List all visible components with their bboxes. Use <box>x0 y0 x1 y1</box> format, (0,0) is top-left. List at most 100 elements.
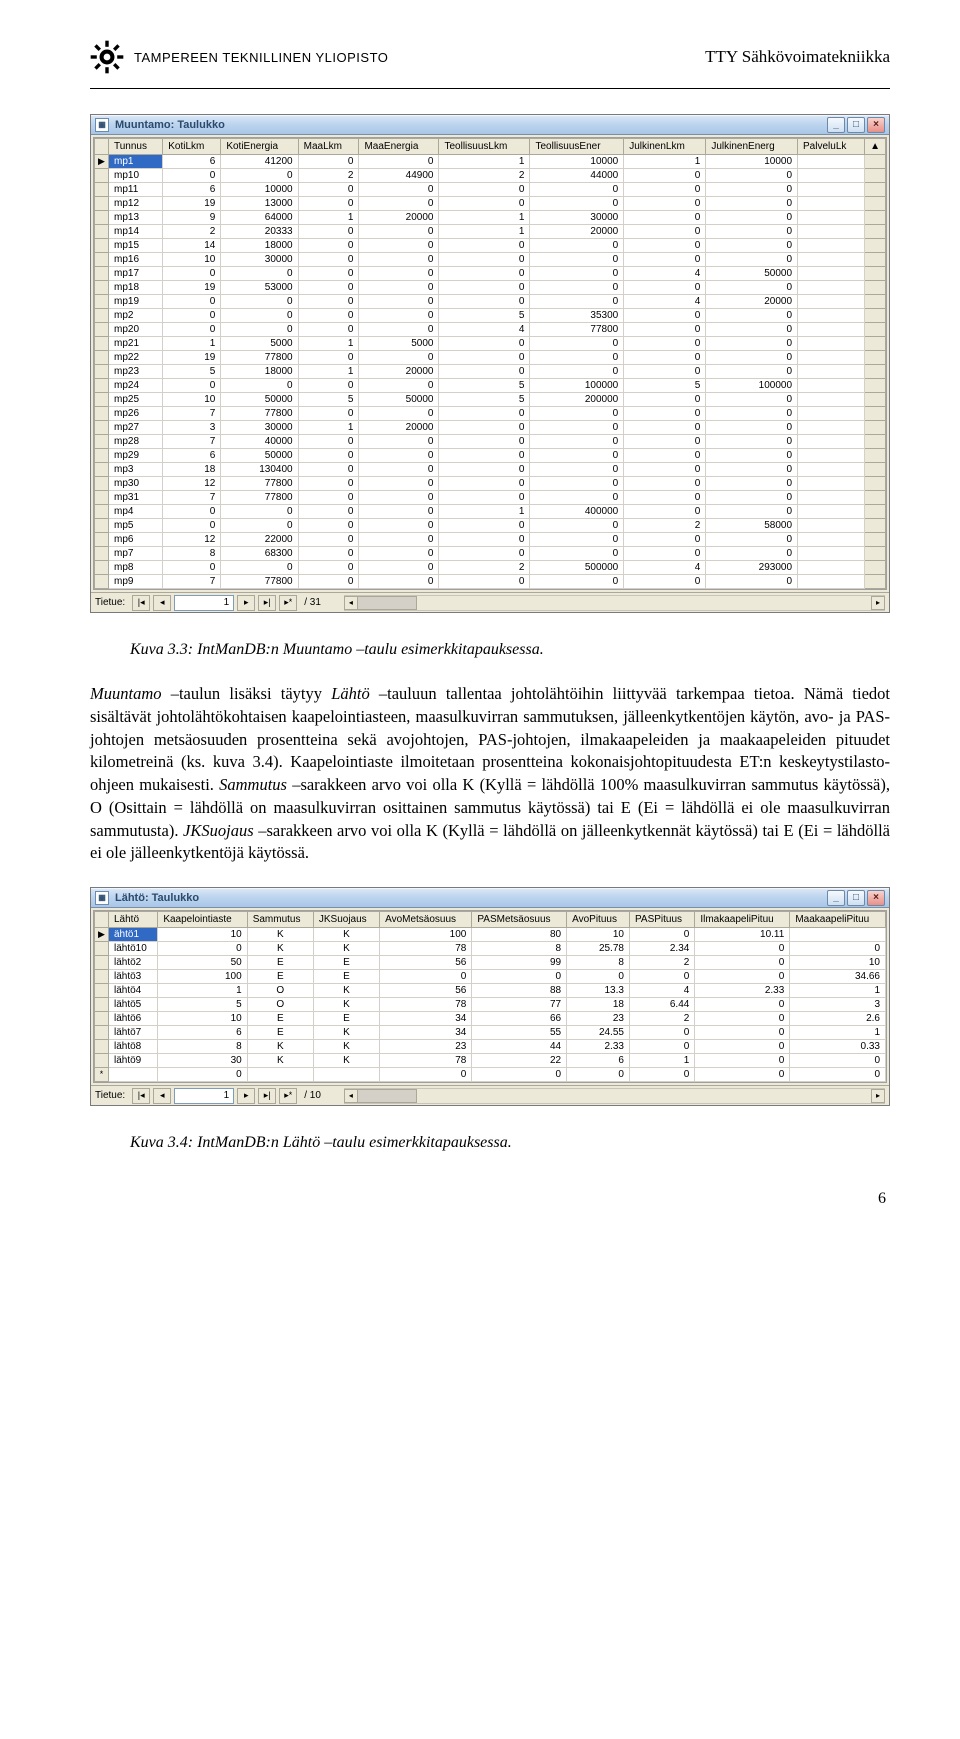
cell[interactable]: 5 <box>163 365 221 379</box>
cell[interactable]: 0 <box>439 295 530 309</box>
table-row[interactable]: mp100024490024400000 <box>95 169 886 183</box>
cell[interactable]: mp13 <box>109 211 163 225</box>
cell[interactable]: mp26 <box>109 407 163 421</box>
cell[interactable]: 0 <box>629 970 694 984</box>
cell[interactable]: lähtö6 <box>109 1012 158 1026</box>
cell[interactable]: 0 <box>629 1040 694 1054</box>
cell[interactable]: 0 <box>439 449 530 463</box>
table-row[interactable]: mp273300001200000000 <box>95 421 886 435</box>
cell[interactable]: 0 <box>163 295 221 309</box>
cell[interactable] <box>798 169 865 183</box>
cell[interactable]: 8 <box>158 1040 247 1054</box>
cell[interactable]: mp14 <box>109 225 163 239</box>
cell[interactable]: 0 <box>439 533 530 547</box>
cell[interactable]: 34.66 <box>790 970 886 984</box>
cell[interactable]: 0 <box>624 449 706 463</box>
table-row[interactable]: mp221977800000000 <box>95 351 886 365</box>
cell[interactable]: 0 <box>530 197 624 211</box>
table-row[interactable]: mp2115000150000000 <box>95 337 886 351</box>
cell[interactable]: 0 <box>530 421 624 435</box>
cell[interactable]: K <box>313 998 379 1012</box>
cell[interactable]: 0 <box>472 970 567 984</box>
cell[interactable]: 0 <box>624 547 706 561</box>
cell[interactable]: 0 <box>298 225 359 239</box>
cell[interactable]: 4 <box>624 561 706 575</box>
cell[interactable]: lähtö2 <box>109 956 158 970</box>
cell[interactable]: 30 <box>158 1054 247 1068</box>
cell[interactable]: E <box>247 1026 313 1040</box>
cell[interactable]: 0 <box>624 435 706 449</box>
cell[interactable]: 5 <box>439 393 530 407</box>
cell[interactable]: 8 <box>163 547 221 561</box>
cell[interactable]: 0 <box>298 463 359 477</box>
cell[interactable]: 0 <box>439 421 530 435</box>
cell[interactable]: 293000 <box>706 561 798 575</box>
table-row[interactable]: mp2000053530000 <box>95 309 886 323</box>
cell[interactable]: 0 <box>624 477 706 491</box>
cell[interactable]: mp20 <box>109 323 163 337</box>
cell[interactable]: 0 <box>695 956 790 970</box>
muuntamo-titlebar[interactable]: ▦ Muuntamo: Taulukko _ □ × <box>91 115 889 135</box>
col-header[interactable]: TeollisuusLkm <box>439 139 530 155</box>
close-button[interactable]: × <box>867 117 885 133</box>
cell[interactable] <box>798 267 865 281</box>
cell[interactable]: 0 <box>298 561 359 575</box>
cell[interactable]: 0 <box>695 970 790 984</box>
cell[interactable] <box>798 281 865 295</box>
cell[interactable]: 35300 <box>530 309 624 323</box>
cell[interactable]: 0 <box>706 253 798 267</box>
cell[interactable]: 0 <box>163 169 221 183</box>
cell[interactable]: 0 <box>221 267 298 281</box>
cell[interactable]: 10 <box>158 928 247 942</box>
cell[interactable]: E <box>313 956 379 970</box>
table-row[interactable]: mp20000047780000 <box>95 323 886 337</box>
cell[interactable]: mp6 <box>109 533 163 547</box>
cell[interactable]: 0 <box>624 491 706 505</box>
cell[interactable]: 5000 <box>221 337 298 351</box>
cell[interactable]: 78 <box>380 998 472 1012</box>
cell[interactable]: mp29 <box>109 449 163 463</box>
cell[interactable]: 0 <box>624 533 706 547</box>
cell[interactable]: 10000 <box>706 155 798 169</box>
cell[interactable]: 20000 <box>359 421 439 435</box>
cell[interactable]: 88 <box>472 984 567 998</box>
cell[interactable]: 53000 <box>221 281 298 295</box>
cell[interactable]: 64000 <box>221 211 298 225</box>
cell[interactable]: 0 <box>439 575 530 589</box>
cell[interactable]: 0 <box>298 519 359 533</box>
cell[interactable]: lähtö9 <box>109 1054 158 1068</box>
cell[interactable]: 0 <box>624 225 706 239</box>
cell[interactable]: lähtö7 <box>109 1026 158 1040</box>
table-row[interactable]: mp9777800000000 <box>95 575 886 589</box>
cell[interactable] <box>798 379 865 393</box>
cell[interactable]: 0 <box>530 547 624 561</box>
cell[interactable]: ähtö1 <box>109 928 158 942</box>
cell[interactable]: 1 <box>163 337 221 351</box>
cell[interactable] <box>798 533 865 547</box>
cell[interactable]: E <box>247 1012 313 1026</box>
cell[interactable]: E <box>247 970 313 984</box>
cell[interactable]: 100000 <box>530 379 624 393</box>
cell[interactable]: E <box>247 956 313 970</box>
cell[interactable]: 0 <box>624 351 706 365</box>
cell[interactable]: 78 <box>380 942 472 956</box>
cell[interactable]: 0 <box>530 519 624 533</box>
cell[interactable]: 0 <box>624 211 706 225</box>
table-row[interactable]: lähtö88KK23442.33000.33 <box>95 1040 886 1054</box>
cell[interactable]: 0 <box>359 575 439 589</box>
nav-new-button[interactable]: ▸* <box>279 595 297 611</box>
cell[interactable] <box>798 477 865 491</box>
cell[interactable]: 20333 <box>221 225 298 239</box>
cell[interactable]: 0 <box>359 197 439 211</box>
cell[interactable]: 0 <box>439 407 530 421</box>
cell[interactable]: mp22 <box>109 351 163 365</box>
cell[interactable]: 4 <box>629 984 694 998</box>
cell[interactable] <box>798 351 865 365</box>
table-row[interactable]: mp8000025000004293000 <box>95 561 886 575</box>
cell[interactable]: 5 <box>158 998 247 1012</box>
cell[interactable]: 2 <box>439 561 530 575</box>
cell[interactable]: 0 <box>706 183 798 197</box>
cell[interactable] <box>798 155 865 169</box>
cell[interactable]: 0 <box>695 998 790 1012</box>
cell[interactable]: 9 <box>163 211 221 225</box>
